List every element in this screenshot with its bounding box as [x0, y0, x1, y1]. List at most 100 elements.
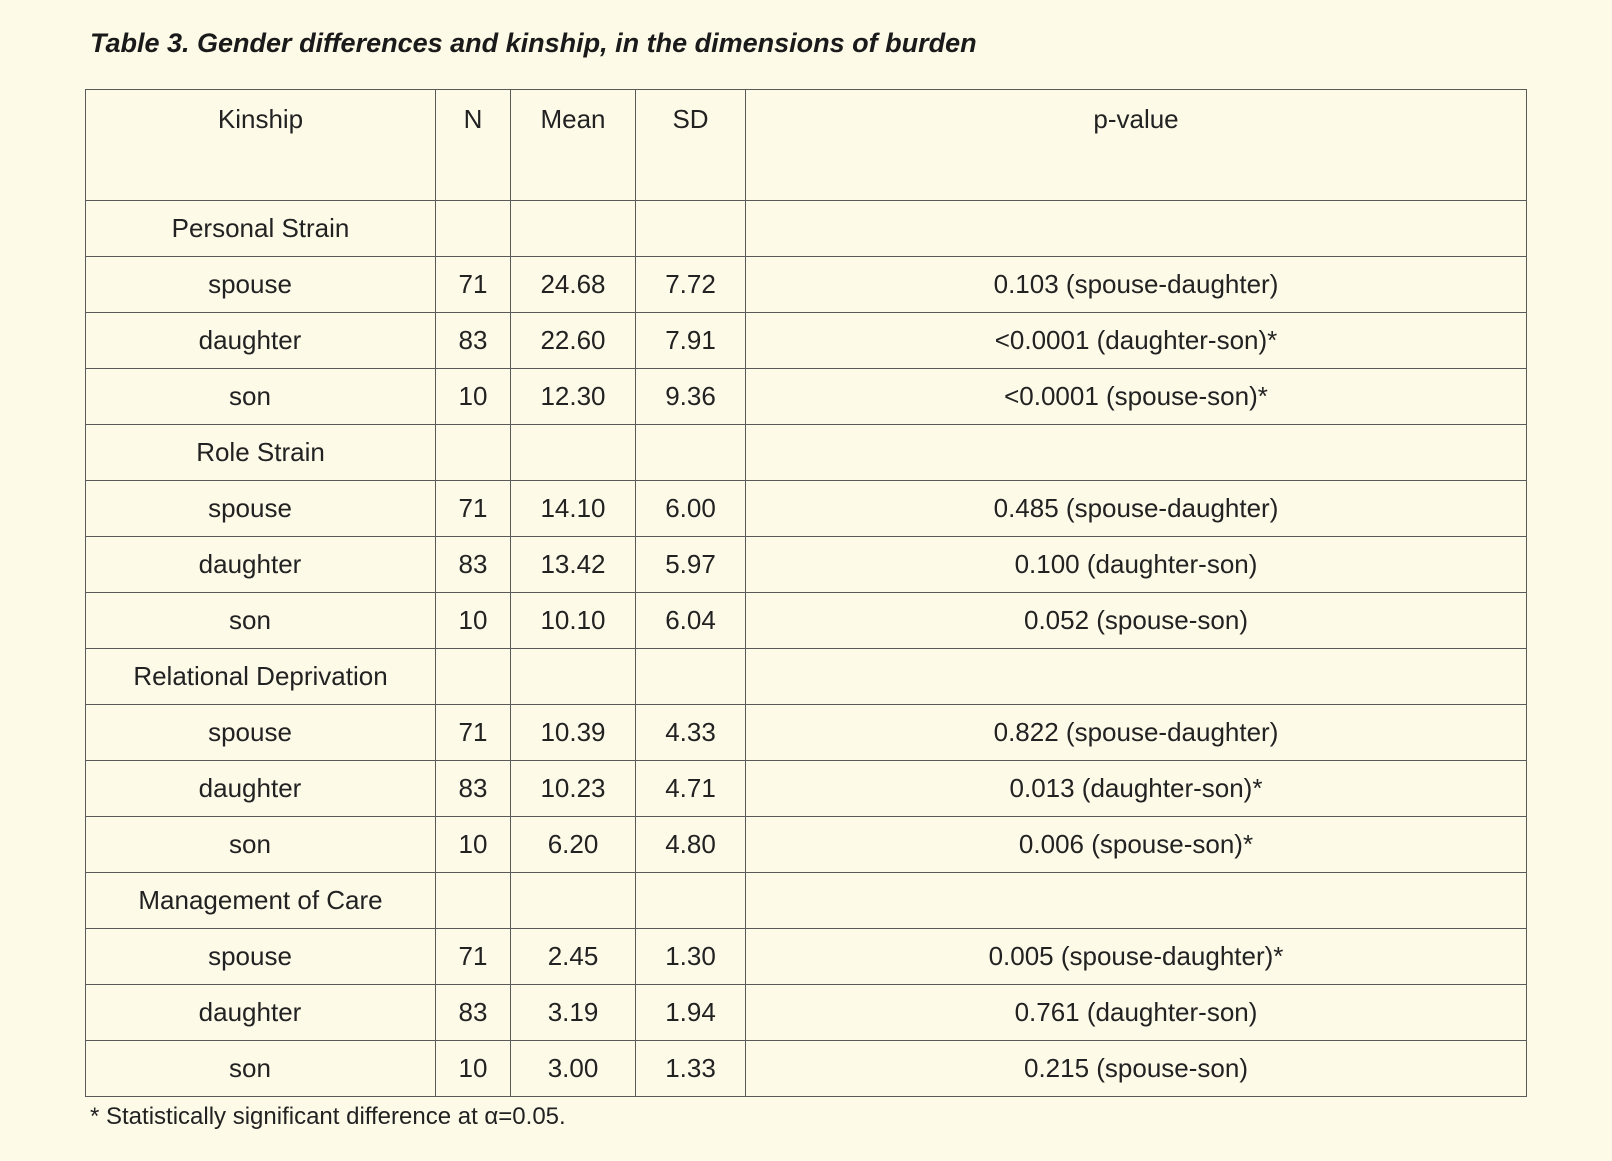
empty-cell	[511, 201, 636, 257]
cell-sd: 7.91	[636, 313, 746, 369]
table-body: Personal Strainspouse7124.687.720.103 (s…	[86, 201, 1527, 1097]
empty-cell	[746, 649, 1527, 705]
section-label: Management of Care	[86, 873, 436, 929]
empty-cell	[511, 425, 636, 481]
cell-sd: 1.33	[636, 1041, 746, 1097]
cell-mean: 12.30	[511, 369, 636, 425]
empty-cell	[436, 873, 511, 929]
cell-n: 83	[436, 537, 511, 593]
cell-kinship: daughter	[86, 537, 436, 593]
col-header-sd: SD	[636, 90, 746, 201]
table-row: daughter833.191.940.761 (daughter-son)	[86, 985, 1527, 1041]
cell-mean: 3.00	[511, 1041, 636, 1097]
cell-pvalue: 0.005 (spouse-daughter)*	[746, 929, 1527, 985]
cell-sd: 4.71	[636, 761, 746, 817]
table-row: daughter8313.425.970.100 (daughter-son)	[86, 537, 1527, 593]
cell-sd: 1.94	[636, 985, 746, 1041]
cell-kinship: son	[86, 817, 436, 873]
table-row: daughter8310.234.710.013 (daughter-son)*	[86, 761, 1527, 817]
empty-cell	[746, 873, 1527, 929]
cell-pvalue: 0.103 (spouse-daughter)	[746, 257, 1527, 313]
col-header-pvalue: p-value	[746, 90, 1527, 201]
section-label: Relational Deprivation	[86, 649, 436, 705]
cell-mean: 10.10	[511, 593, 636, 649]
empty-cell	[636, 649, 746, 705]
section-row: Role Strain	[86, 425, 1527, 481]
cell-sd: 6.00	[636, 481, 746, 537]
cell-sd: 7.72	[636, 257, 746, 313]
cell-sd: 4.33	[636, 705, 746, 761]
cell-pvalue: 0.052 (spouse-son)	[746, 593, 1527, 649]
empty-cell	[746, 425, 1527, 481]
cell-n: 10	[436, 1041, 511, 1097]
empty-cell	[436, 425, 511, 481]
cell-pvalue: 0.013 (daughter-son)*	[746, 761, 1527, 817]
table-header-row: Kinship N Mean SD p-value	[86, 90, 1527, 201]
cell-pvalue: <0.0001 (spouse-son)*	[746, 369, 1527, 425]
cell-sd: 5.97	[636, 537, 746, 593]
cell-n: 10	[436, 593, 511, 649]
cell-kinship: daughter	[86, 985, 436, 1041]
cell-sd: 6.04	[636, 593, 746, 649]
table-row: daughter8322.607.91<0.0001 (daughter-son…	[86, 313, 1527, 369]
col-header-kinship: Kinship	[86, 90, 436, 201]
table-row: son103.001.330.215 (spouse-son)	[86, 1041, 1527, 1097]
table-row: son1012.309.36<0.0001 (spouse-son)*	[86, 369, 1527, 425]
data-table: Kinship N Mean SD p-value Personal Strai…	[85, 89, 1527, 1097]
cell-mean: 10.39	[511, 705, 636, 761]
cell-pvalue: <0.0001 (daughter-son)*	[746, 313, 1527, 369]
cell-kinship: spouse	[86, 705, 436, 761]
table-footnote: * Statistically significant difference a…	[90, 1103, 1527, 1131]
cell-pvalue: 0.485 (spouse-daughter)	[746, 481, 1527, 537]
cell-sd: 9.36	[636, 369, 746, 425]
cell-pvalue: 0.215 (spouse-son)	[746, 1041, 1527, 1097]
cell-kinship: spouse	[86, 481, 436, 537]
table-row: son1010.106.040.052 (spouse-son)	[86, 593, 1527, 649]
cell-kinship: son	[86, 1041, 436, 1097]
table-row: son106.204.800.006 (spouse-son)*	[86, 817, 1527, 873]
cell-sd: 4.80	[636, 817, 746, 873]
cell-kinship: daughter	[86, 313, 436, 369]
empty-cell	[436, 649, 511, 705]
table-row: spouse7114.106.000.485 (spouse-daughter)	[86, 481, 1527, 537]
empty-cell	[511, 649, 636, 705]
cell-mean: 14.10	[511, 481, 636, 537]
cell-kinship: son	[86, 369, 436, 425]
cell-n: 71	[436, 257, 511, 313]
cell-kinship: daughter	[86, 761, 436, 817]
cell-mean: 24.68	[511, 257, 636, 313]
cell-n: 71	[436, 481, 511, 537]
empty-cell	[436, 201, 511, 257]
empty-cell	[636, 873, 746, 929]
cell-n: 83	[436, 985, 511, 1041]
empty-cell	[511, 873, 636, 929]
table-row: spouse7124.687.720.103 (spouse-daughter)	[86, 257, 1527, 313]
section-row: Personal Strain	[86, 201, 1527, 257]
table-row: spouse712.451.300.005 (spouse-daughter)*	[86, 929, 1527, 985]
empty-cell	[746, 201, 1527, 257]
cell-pvalue: 0.100 (daughter-son)	[746, 537, 1527, 593]
cell-mean: 6.20	[511, 817, 636, 873]
col-header-n: N	[436, 90, 511, 201]
cell-pvalue: 0.822 (spouse-daughter)	[746, 705, 1527, 761]
cell-kinship: spouse	[86, 257, 436, 313]
cell-pvalue: 0.761 (daughter-son)	[746, 985, 1527, 1041]
table-caption: Table 3. Gender differences and kinship,…	[90, 28, 1527, 59]
empty-cell	[636, 425, 746, 481]
cell-n: 71	[436, 705, 511, 761]
cell-n: 83	[436, 761, 511, 817]
cell-n: 83	[436, 313, 511, 369]
cell-mean: 3.19	[511, 985, 636, 1041]
cell-n: 71	[436, 929, 511, 985]
cell-n: 10	[436, 817, 511, 873]
page: Table 3. Gender differences and kinship,…	[0, 0, 1612, 1161]
cell-kinship: son	[86, 593, 436, 649]
cell-n: 10	[436, 369, 511, 425]
cell-mean: 2.45	[511, 929, 636, 985]
col-header-mean: Mean	[511, 90, 636, 201]
cell-sd: 1.30	[636, 929, 746, 985]
cell-mean: 10.23	[511, 761, 636, 817]
cell-kinship: spouse	[86, 929, 436, 985]
cell-pvalue: 0.006 (spouse-son)*	[746, 817, 1527, 873]
section-label: Role Strain	[86, 425, 436, 481]
